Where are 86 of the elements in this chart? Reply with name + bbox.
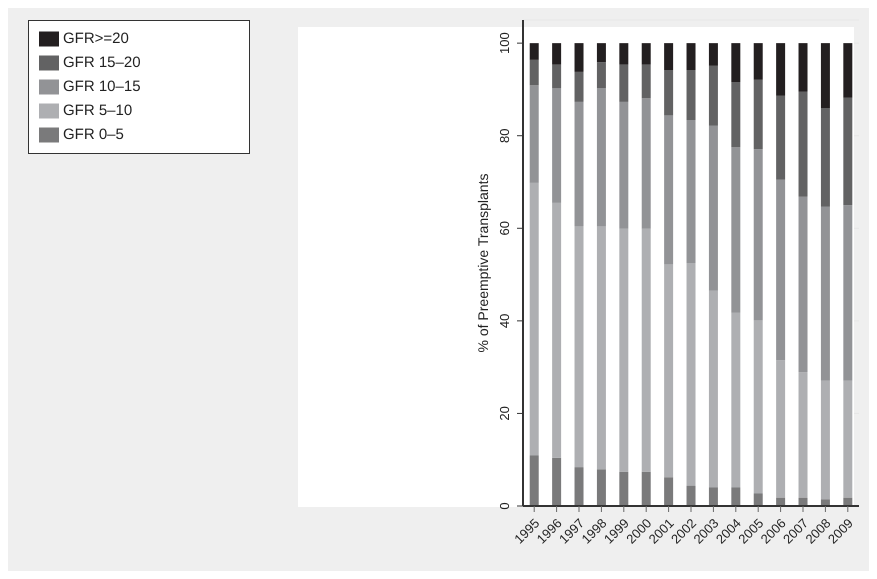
bar [552,43,562,64]
y-tick-label: 80 [497,128,512,143]
bar [530,85,539,183]
bar [754,149,763,320]
bar [754,494,763,506]
bar [798,43,808,92]
bar [754,80,763,150]
bar [596,62,606,88]
bar [574,102,584,226]
bar [686,70,696,120]
bar [596,226,606,470]
bar [664,477,674,506]
y-axis-title: % of Preemptive Transplants [474,174,491,352]
bar [552,458,562,506]
bar [798,498,808,506]
bar [686,263,696,486]
legend-label: GFR 5–10 [63,102,132,119]
bar [843,498,852,506]
bar [642,43,651,64]
bar [574,72,584,102]
bar [664,115,674,264]
bar [731,82,740,148]
bar [754,320,763,494]
bar [530,182,539,456]
bar [843,43,852,98]
bar [708,290,718,488]
bar [686,486,696,506]
bar [686,43,696,70]
bar [731,487,740,506]
bar [619,102,628,229]
bar [574,43,584,72]
bar [530,456,539,506]
bar [642,64,651,98]
bar [686,120,696,263]
bar [574,467,584,506]
legend-label: GFR>=20 [63,30,129,47]
bar [776,498,786,506]
bar [843,205,852,381]
bar [820,206,830,381]
bar [664,43,674,70]
bar [530,60,539,86]
bar [552,202,562,458]
bar [708,487,718,506]
bar [731,312,740,488]
bar [664,264,674,478]
bar [596,88,606,226]
bar [642,228,651,472]
legend-label: GFR 10–15 [63,78,141,95]
bar [754,43,763,80]
bar [642,472,651,506]
bar [776,43,786,96]
y-tick-label: 20 [497,406,512,421]
bar [798,196,808,372]
bar [798,372,808,498]
bar [574,226,584,468]
bar [820,380,830,500]
bar [596,469,606,506]
bar [708,43,718,66]
bar [619,472,628,506]
y-tick-label: 60 [497,221,512,236]
bar [530,43,539,60]
bar [552,88,562,203]
bar [619,228,628,472]
bar [843,380,852,498]
bar [708,126,718,291]
bar [776,360,786,498]
legend-label: GFR 15–20 [63,54,141,71]
legend-label: GFR 0–5 [63,126,124,143]
bar [731,147,740,313]
bar [776,95,786,180]
y-tick-label: 40 [497,314,512,328]
bar [731,43,740,82]
y-tick-label: 100 [497,32,512,54]
bar [664,70,674,116]
bar [552,64,562,88]
bar [708,66,718,126]
bar [776,180,786,360]
y-tick-label: 0 [497,502,512,510]
bar [820,108,830,207]
bar [798,92,808,197]
bar [642,98,651,229]
bar [619,64,628,102]
bar [619,43,628,64]
bar [820,43,830,108]
bar [843,98,852,206]
bar [596,43,606,62]
